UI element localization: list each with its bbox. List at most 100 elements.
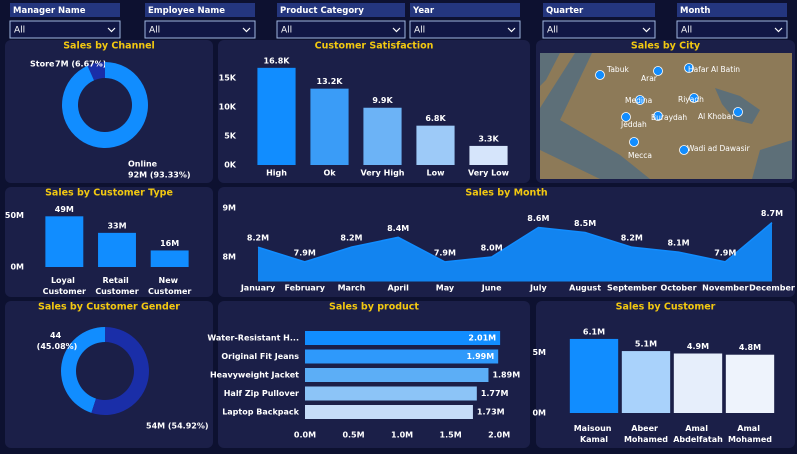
filter-header [10,3,120,17]
bar [305,331,501,345]
filter-header [677,3,787,17]
data-label: 7.9M [714,248,736,257]
x-tick-label: April [388,284,410,293]
dropdown-chevron [392,27,401,33]
data-label: 4.8M [739,343,761,352]
x-tick-label: Retail Customer [95,276,138,296]
x-tick-label: 1.5M [440,431,462,440]
data-label: 8.2M [340,234,362,243]
x-tick-label: August [569,284,601,293]
slice-label: 7M (6.67%) [55,60,106,69]
data-label: 8.7M [761,209,783,218]
panel-title: Sales by Customer Gender [38,302,180,313]
panel-title: Customer Satisfaction [315,41,434,52]
filter-value: All [547,26,558,36]
map-sea [752,140,792,179]
bar [98,232,136,267]
city-label: Medina [625,96,652,105]
city-label: Riyadh [678,95,704,104]
filter-dropdown[interactable] [276,20,406,39]
city-bubble [689,93,699,103]
x-tick-label: June [481,284,502,293]
slice-category: Online [128,160,158,169]
x-tick-label: High [266,169,287,178]
data-label: 4.9M [687,342,709,351]
filter-header [277,3,405,17]
y-tick-label: 9M [222,203,236,212]
filter-label: Product Category [280,6,364,16]
x-tick-label: New Customer [148,276,191,296]
panel-title: Sales by Month [465,188,547,199]
y-tick-label: Water-Resistant H... [207,334,299,343]
y-tick-label: 8M [222,252,236,261]
slice-label: 44 (45.08%) [37,331,78,351]
bar [416,125,455,165]
bar [305,349,499,364]
bar [673,353,723,413]
data-label: 6.8K [425,114,446,123]
data-label: 8.5M [574,219,596,228]
bar [257,67,296,165]
data-label: 1.77M [481,389,509,398]
data-label: 2.01M [468,334,496,343]
dropdown-chevron [242,27,251,33]
panel-title: Sales by Customer Type [45,188,173,199]
filter-value: All [414,26,425,36]
city-label: Tabuk [606,65,629,74]
city-label: Hafar Al Batin [688,65,740,74]
data-label: 8.2M [247,234,269,243]
data-label: 16.8K [264,56,291,65]
panel [5,301,213,448]
filter-label: Quarter [546,6,584,16]
filter-header [543,3,655,17]
data-label: 8.0M [481,243,503,252]
bar [363,107,402,165]
data-label: 33M [107,221,126,230]
x-tick-label: 0.0M [294,431,316,440]
donut-slice [62,62,149,148]
y-tick-label: Heavyweight Jacket [210,371,299,380]
filter-label: Month [680,6,710,16]
city-bubble [595,70,605,80]
x-tick-label: Very High [361,169,405,178]
y-tick-label: 0M [532,409,546,418]
bar [310,88,349,165]
filter-dropdown[interactable] [144,20,256,39]
x-tick-label: February [284,284,325,293]
city-label: Al Khobar [698,112,735,121]
city-bubble [635,95,645,105]
x-tick-label: Very Low [468,169,510,178]
data-label: 8.1M [667,239,689,248]
data-label: 6.1M [583,327,605,336]
x-tick-label: December [749,284,795,293]
y-tick-label: Laptop Backpack [222,408,299,417]
slice-category: Store [30,60,55,69]
y-tick-label: Half Zip Pullover [224,389,299,398]
y-tick-label: 5K [224,132,237,141]
slice-label: 54M (54.92%) [146,422,209,431]
city-bubble [679,145,689,155]
donut-slice [91,327,149,415]
x-tick-label: Low [427,169,446,178]
filter-dropdown[interactable] [409,20,521,39]
slice-label: 92M (93.33%) [128,171,191,180]
y-tick-label: 15K [219,74,237,83]
city-label: Wadi ad Dawasir [687,144,751,153]
filter-dropdown[interactable] [676,20,788,39]
y-tick-label: 0K [224,161,237,170]
dropdown-chevron [107,27,116,33]
data-label: 9.9K [372,96,393,105]
panel-title: Sales by product [329,302,419,313]
y-tick-label: Original Fit Jeans [221,352,299,361]
dropdown-chevron [774,27,783,33]
filter-dropdown[interactable] [542,20,656,39]
bar [621,351,671,413]
line [257,222,773,263]
x-tick-label: October [661,284,697,293]
city-label: Arar [641,74,658,83]
data-label: 13.2K [317,77,344,86]
filter-dropdown[interactable] [9,20,121,39]
bar [305,405,473,419]
x-tick-label: March [338,284,366,293]
